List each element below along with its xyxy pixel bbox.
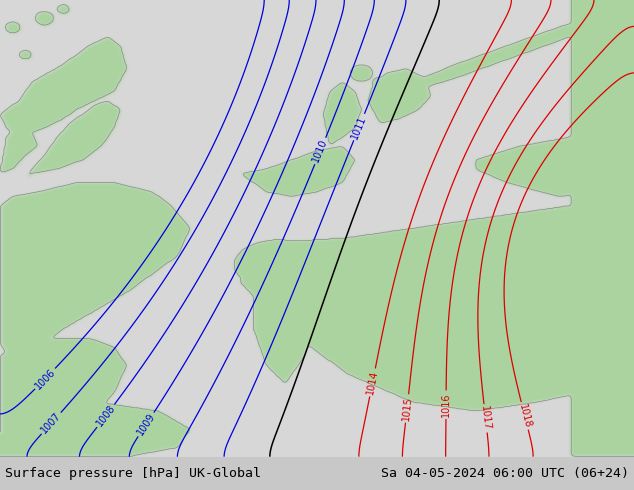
Text: 1011: 1011 [350, 114, 368, 140]
Text: 1010: 1010 [311, 138, 330, 164]
Text: 1006: 1006 [33, 367, 57, 391]
Text: 1016: 1016 [441, 392, 451, 417]
Text: 1009: 1009 [135, 412, 157, 438]
Text: 1018: 1018 [517, 403, 533, 429]
Text: 1014: 1014 [365, 369, 380, 395]
Text: 1008: 1008 [94, 403, 117, 429]
Text: Surface pressure [hPa] UK-Global: Surface pressure [hPa] UK-Global [5, 467, 261, 480]
Text: 1017: 1017 [479, 406, 492, 431]
Text: 1015: 1015 [401, 395, 413, 421]
Text: 1007: 1007 [39, 411, 63, 436]
Text: Sa 04-05-2024 06:00 UTC (06+24): Sa 04-05-2024 06:00 UTC (06+24) [381, 467, 629, 480]
